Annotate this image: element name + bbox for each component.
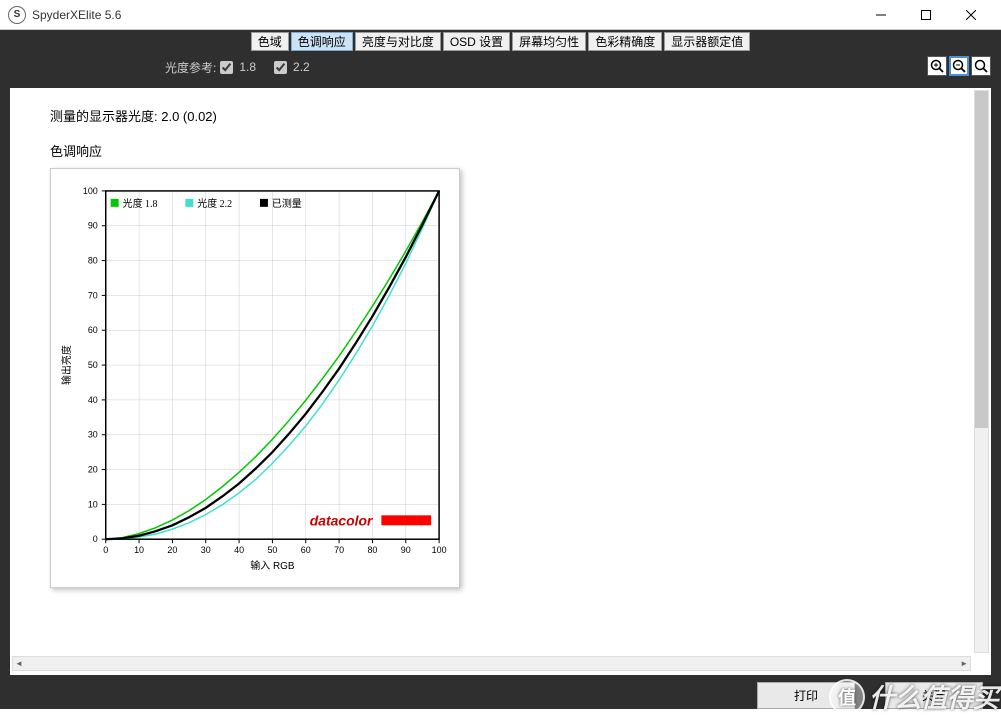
gamma22-checkbox[interactable] [274,61,287,74]
gamma22-value: 2.2 [293,60,310,74]
svg-text:60: 60 [88,325,98,335]
tab-3[interactable]: OSD 设置 [443,32,510,51]
gamma18-value: 1.8 [239,60,256,74]
print-button[interactable]: 打印 [757,682,855,709]
options-row: 光度参考: 1.8 2.2 [0,52,1001,82]
gamma-ref-label: 光度参考: [165,59,216,76]
svg-text:输出亮度: 输出亮度 [60,345,73,385]
tab-4[interactable]: 屏幕均匀性 [512,32,586,51]
svg-text:40: 40 [88,395,98,405]
maximize-button[interactable] [903,0,948,29]
svg-text:30: 30 [88,430,98,440]
horizontal-scrollbar[interactable]: ◄► [12,656,971,671]
svg-text:50: 50 [88,360,98,370]
app-icon: S [8,6,26,24]
footer-bar: 打印 关闭 [0,681,1001,709]
tab-bar: 色域色调响应亮度与对比度OSD 设置屏幕均匀性色彩精确度显示器额定值 [0,30,1001,52]
svg-text:输入 RGB: 输入 RGB [250,559,295,572]
vertical-scrollbar[interactable] [974,90,989,653]
zoom-fit-icon[interactable] [971,56,991,76]
svg-text:10: 10 [88,499,98,509]
svg-text:已测量: 已测量 [272,197,302,210]
tab-0[interactable]: 色域 [251,32,289,51]
tab-6[interactable]: 显示器额定值 [664,32,750,51]
measured-gamma-text: 测量的显示器光度: 2.0 (0.02) [50,106,951,125]
svg-text:70: 70 [334,545,344,555]
svg-text:60: 60 [301,545,311,555]
minimize-button[interactable] [858,0,903,29]
zoom-out-icon[interactable] [949,56,969,76]
window-title: SpyderXElite 5.6 [32,8,858,22]
svg-text:100: 100 [83,186,98,196]
svg-text:datacolor: datacolor [310,512,374,528]
content-panel: 测量的显示器光度: 2.0 (0.02) 色调响应 0 10 20 30 40 50 60 7… [10,88,991,675]
svg-text:10: 10 [134,545,144,555]
svg-text:光度 1.8: 光度 1.8 [123,197,158,210]
tab-5[interactable]: 色彩精确度 [588,32,662,51]
close-button[interactable] [948,0,993,29]
svg-text:40: 40 [234,545,244,555]
svg-text:90: 90 [88,221,98,231]
svg-text:20: 20 [88,465,98,475]
tone-response-chart: 0 10 20 30 40 50 60 70 80 90 100 0 10 20 30 40 50 60 70 80 9… [50,168,460,588]
zoom-in-icon[interactable] [927,56,947,76]
chart-section-title: 色调响应 [50,141,951,160]
svg-text:100: 100 [432,545,447,555]
tab-1[interactable]: 色调响应 [291,32,353,51]
svg-text:80: 80 [367,545,377,555]
close-app-button[interactable]: 关闭 [885,682,983,709]
svg-text:0: 0 [103,545,108,555]
svg-text:50: 50 [267,545,277,555]
svg-text:90: 90 [401,545,411,555]
gamma18-checkbox[interactable] [220,61,233,74]
svg-text:20: 20 [167,545,177,555]
svg-text:光度 2.2: 光度 2.2 [197,197,232,210]
svg-text:80: 80 [88,256,98,266]
tab-2[interactable]: 亮度与对比度 [355,32,441,51]
titlebar: S SpyderXElite 5.6 [0,0,1001,30]
svg-text:30: 30 [201,545,211,555]
svg-text:70: 70 [88,290,98,300]
svg-text:0: 0 [93,534,98,544]
